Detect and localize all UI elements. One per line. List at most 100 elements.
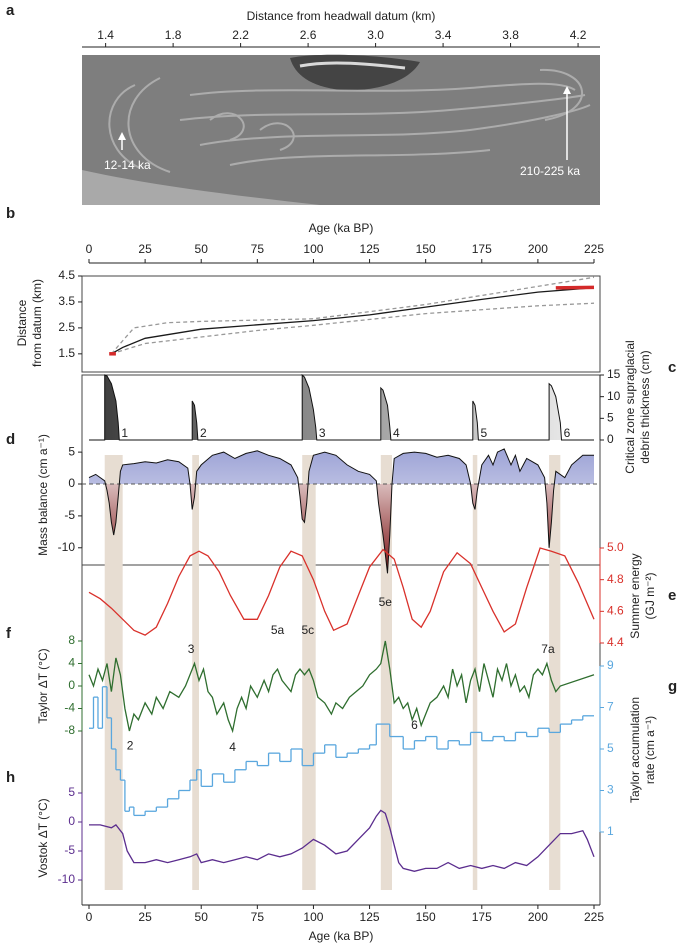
y-axis-title: (GJ m⁻²) — [643, 573, 657, 620]
x-tick-label: 100 — [303, 242, 323, 256]
x-tick-label: 50 — [195, 242, 209, 256]
x-tick-label: 1.4 — [97, 28, 114, 42]
y-tick-label: 4.8 — [607, 572, 624, 586]
data-line — [111, 302, 595, 355]
y-tick-label: 10 — [607, 389, 621, 403]
panel-letter: f — [6, 625, 12, 642]
y-tick-label: 5.0 — [607, 540, 624, 554]
y-axis-title: Mass balance (cm a⁻¹) — [36, 434, 50, 556]
panel-letter: d — [6, 431, 15, 448]
y-tick-label: -5 — [64, 843, 75, 857]
x-tick-label: 50 — [195, 910, 209, 924]
panel-letter: b — [6, 205, 15, 222]
y-tick-label: -10 — [58, 872, 76, 886]
y-tick-label: 0 — [68, 814, 75, 828]
annotation: 6 — [564, 426, 571, 440]
y-tick-label: 0 — [68, 476, 75, 490]
y-tick-label: 5 — [68, 785, 75, 799]
annotation: 4 — [393, 426, 400, 440]
annotation: 4 — [229, 740, 236, 754]
x-tick-label: 75 — [251, 242, 265, 256]
y-tick-label: 1 — [607, 824, 614, 838]
highlight-band — [549, 455, 561, 890]
y-tick-label: 0 — [68, 678, 75, 692]
annotation: 2 — [200, 426, 207, 440]
annotation: 7a — [541, 642, 555, 656]
y-tick-label: 9 — [607, 658, 614, 672]
y-axis-title: debris thickness (cm) — [638, 350, 652, 463]
y-axis-title: Taylor accumulation — [628, 697, 642, 803]
data-line — [88, 547, 595, 636]
x-tick-label: 150 — [416, 910, 436, 924]
x-tick-label: 100 — [303, 910, 323, 924]
data-line — [88, 640, 595, 734]
y-axis-title: from datum (km) — [30, 279, 44, 367]
y-tick-label: 0 — [607, 432, 614, 446]
x-tick-label: 25 — [138, 242, 152, 256]
annotation: 3 — [319, 426, 326, 440]
y-tick-label: 4.5 — [58, 268, 75, 282]
annotation: 5 — [481, 426, 488, 440]
y-axis-title: Vostok ΔT (°C) — [36, 798, 50, 877]
annotation: 1 — [121, 426, 128, 440]
annotation: 5e — [379, 595, 393, 609]
y-axis-title: Critical zone supraglacial — [623, 340, 637, 473]
y-tick-label: 3 — [607, 783, 614, 797]
y-tick-label: 5 — [68, 444, 75, 458]
positive-area — [89, 448, 594, 485]
y-tick-label: 4.6 — [607, 604, 624, 618]
annotation: 210-225 ka — [520, 164, 580, 178]
annotation: 2 — [127, 738, 134, 752]
data-line — [555, 285, 595, 290]
y-tick-label: 5 — [607, 741, 614, 755]
data-line — [88, 448, 594, 574]
panel-letter: a — [6, 2, 15, 19]
x-tick-label: 200 — [528, 242, 548, 256]
y-tick-label: 5 — [607, 411, 614, 425]
y-tick-label: -10 — [58, 540, 76, 554]
data-line — [89, 809, 595, 872]
annotation: 5a — [271, 623, 285, 637]
x-tick-label: 2.6 — [300, 28, 317, 42]
x-tick-label: 0 — [86, 910, 93, 924]
x-tick-label: 225 — [584, 242, 604, 256]
x-tick-label: 3.4 — [435, 28, 452, 42]
y-tick-label: 4.4 — [607, 635, 624, 649]
panel-letter: c — [668, 359, 676, 376]
y-tick-label: 1.5 — [58, 346, 75, 360]
x-tick-label: 200 — [528, 910, 548, 924]
annotation: 3 — [188, 642, 195, 656]
x-tick-label: 3.0 — [367, 28, 384, 42]
y-tick-label: -8 — [64, 723, 75, 737]
y-tick-label: 8 — [68, 633, 75, 647]
panel-frame — [81, 275, 601, 373]
x-tick-label: 3.8 — [502, 28, 519, 42]
x-tick-label: 4.2 — [570, 28, 587, 42]
y-tick-label: 7 — [607, 700, 614, 714]
x-tick-label: 175 — [472, 242, 492, 256]
annotation: 5c — [301, 623, 314, 637]
x-tick-label: 225 — [584, 910, 604, 924]
x-axis-title: Age (ka BP) — [309, 929, 374, 943]
x-tick-label: 175 — [472, 910, 492, 924]
panel-letter: h — [6, 769, 15, 786]
x-tick-label: 1.8 — [165, 28, 182, 42]
x-axis-title: Age (ka BP) — [309, 221, 374, 235]
x-tick-label: 25 — [138, 910, 152, 924]
highlight-band — [380, 455, 392, 890]
y-tick-label: -5 — [64, 508, 75, 522]
panel-letter: g — [668, 678, 677, 695]
y-tick-label: 4 — [68, 656, 75, 670]
annotation: 6 — [411, 718, 418, 732]
y-tick-label: 3.5 — [58, 294, 75, 308]
x-tick-label: 125 — [360, 910, 380, 924]
x-tick-label: 0 — [86, 242, 93, 256]
y-axis-title: rate (cm a⁻¹) — [643, 716, 657, 784]
annotation: 12-14 ka — [104, 158, 151, 172]
panel-letter: e — [668, 587, 676, 604]
x-tick-label: 150 — [416, 242, 436, 256]
debris-area — [89, 373, 594, 441]
y-tick-label: 15 — [607, 367, 621, 381]
highlight-band — [192, 455, 199, 890]
